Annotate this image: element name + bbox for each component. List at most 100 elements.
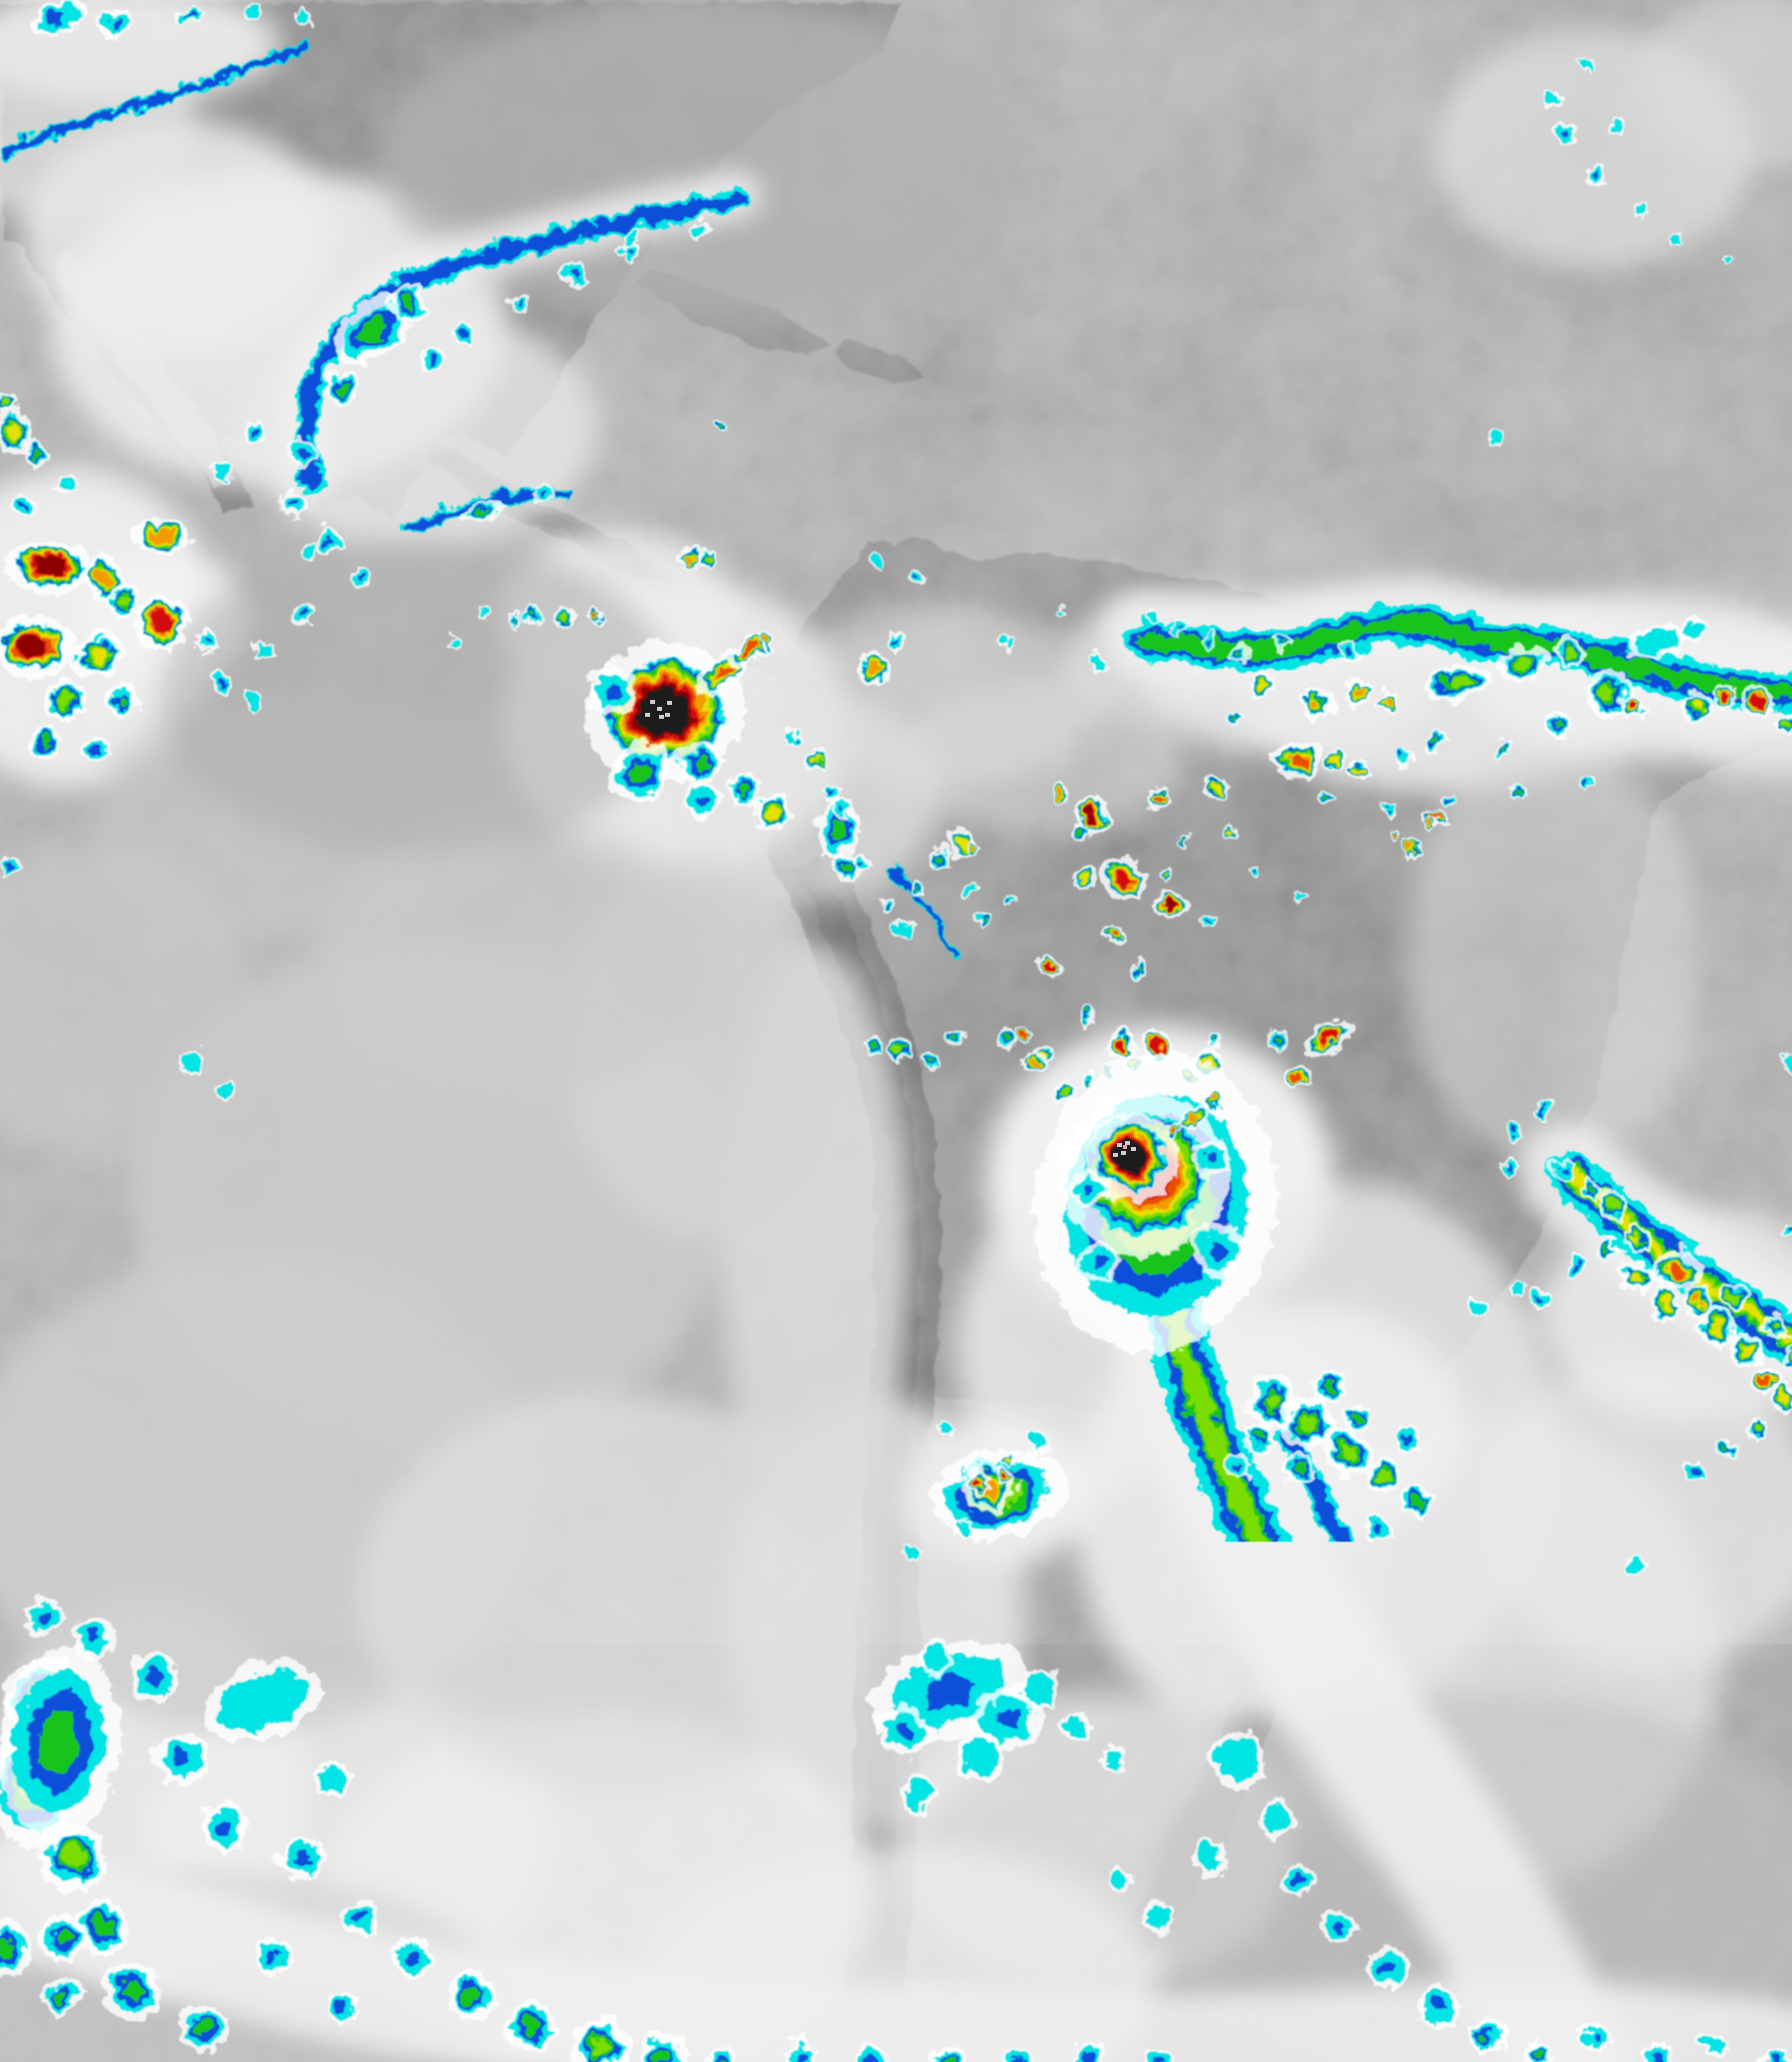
storm-cell <box>1605 112 1621 127</box>
storm-ring <box>1191 1840 1219 1868</box>
storm-ring <box>1702 2033 1722 2053</box>
storm-ring <box>900 1778 928 1806</box>
storm-ring <box>334 1998 344 2009</box>
storm-cell <box>51 469 73 491</box>
storm-cell <box>1102 1861 1129 1888</box>
storm-cell <box>239 416 263 440</box>
storm-ring <box>1560 644 1571 655</box>
storm-ring <box>1319 1379 1330 1390</box>
storm-ring <box>1206 1238 1224 1256</box>
storm-ring <box>861 2052 872 2062</box>
storm-cell <box>676 544 698 566</box>
storm-ring <box>1390 832 1395 837</box>
storm-cell <box>214 1074 236 1096</box>
storm-cell <box>206 668 228 690</box>
storm-ring <box>1144 609 1156 621</box>
storm-cell <box>709 412 723 426</box>
storm-ring <box>200 633 209 642</box>
storm-cell <box>1151 885 1183 917</box>
storm-ring <box>1628 1269 1639 1280</box>
storm-cell <box>1217 820 1232 836</box>
storm-cell <box>1715 249 1729 263</box>
storm-ring <box>401 1947 415 1960</box>
storm-cell <box>1751 1363 1778 1390</box>
storm-cell <box>1238 1418 1270 1450</box>
storm-cell <box>942 1025 961 1043</box>
storm-cell <box>1126 957 1145 976</box>
storm-cell <box>1361 1512 1388 1539</box>
storm-ring <box>1599 1241 1606 1248</box>
storm-cell <box>925 843 947 865</box>
storm-ring <box>114 692 125 703</box>
storm-ring <box>1430 735 1437 742</box>
storm-ring <box>1400 1430 1409 1439</box>
storm-ring <box>1231 1460 1239 1469</box>
storm-ring <box>1350 685 1359 694</box>
storm-cell <box>1142 607 1158 623</box>
storm-ring <box>1382 804 1387 809</box>
storm-ring <box>292 1847 306 1861</box>
storm-ring <box>627 759 647 779</box>
storm-cell <box>830 792 852 813</box>
storm-cell <box>583 663 632 712</box>
storm-cell <box>1418 813 1434 829</box>
storm-ring <box>1498 742 1504 748</box>
storm-cell <box>1667 226 1682 242</box>
storm-cell <box>1505 779 1521 795</box>
storm-cell <box>1394 749 1410 765</box>
storm-ring <box>1589 2029 1598 2038</box>
storm-cell <box>959 879 973 893</box>
storm-ring <box>1648 2048 1659 2059</box>
storm-cell <box>1485 427 1501 443</box>
storm-cell <box>1073 1235 1116 1277</box>
storm-ring <box>892 1718 910 1736</box>
storm-cell <box>277 1832 320 1875</box>
storm-ring <box>1026 1054 1034 1062</box>
storm-ring <box>903 1543 915 1555</box>
storm-cell <box>1677 687 1708 719</box>
storm-ring <box>1706 1318 1719 1331</box>
storm-ring <box>1465 1296 1481 1312</box>
storm-ring <box>1760 1372 1769 1381</box>
storm-ring <box>791 2048 802 2059</box>
storm-ring <box>1370 1521 1379 1530</box>
storm-ring <box>895 920 907 932</box>
storm-cell <box>885 1036 907 1058</box>
storm-cell <box>1335 634 1357 656</box>
storm-cell <box>918 1049 934 1065</box>
storm-ring <box>968 841 974 847</box>
storm-cell <box>675 737 718 780</box>
storm-cell <box>386 1932 429 1974</box>
storm-cell <box>1391 1421 1418 1448</box>
cloud-mass <box>906 679 1185 838</box>
storm-ring <box>702 551 708 557</box>
storm-ring <box>961 881 971 891</box>
storm-cell <box>1033 952 1057 976</box>
storm-cell <box>1281 1060 1308 1087</box>
storm-ring <box>1289 1869 1300 1880</box>
storm-cell <box>1054 1709 1086 1740</box>
storm-ring <box>1352 765 1360 773</box>
storm-ring <box>1 857 8 864</box>
storm-cell <box>1629 197 1648 216</box>
core-speckle <box>1131 1147 1136 1151</box>
storm-ring <box>1585 1181 1592 1188</box>
storm-ring <box>823 786 828 791</box>
storm-ring <box>933 1418 949 1434</box>
storm-cell <box>1074 1005 1093 1024</box>
storm-ring <box>1329 754 1335 760</box>
storm-ring <box>1080 1011 1086 1017</box>
storm-cell <box>443 630 457 644</box>
storm-ring <box>865 1037 871 1043</box>
storm-cell <box>276 487 303 514</box>
storm-ring <box>911 881 917 887</box>
storm-cell <box>1620 1222 1647 1249</box>
storm-cell <box>1462 1293 1484 1315</box>
storm-ring <box>253 641 269 657</box>
storm-cell <box>1548 1156 1570 1178</box>
storm-cell <box>1502 1119 1524 1141</box>
storm-ring <box>763 802 776 815</box>
storm-ring <box>1183 834 1188 839</box>
storm-cell <box>1167 617 1183 633</box>
storm-ring <box>917 1639 945 1667</box>
